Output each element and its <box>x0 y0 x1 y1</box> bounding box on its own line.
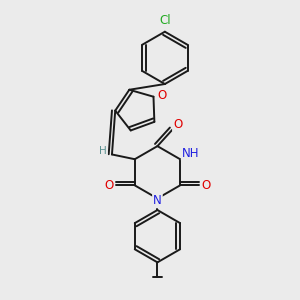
Text: O: O <box>201 179 211 192</box>
Text: O: O <box>104 179 113 192</box>
Text: H: H <box>99 146 107 156</box>
Text: O: O <box>173 118 182 131</box>
Text: O: O <box>157 89 167 102</box>
Text: NH: NH <box>182 147 199 160</box>
Text: Cl: Cl <box>160 14 171 27</box>
Text: N: N <box>153 194 162 207</box>
